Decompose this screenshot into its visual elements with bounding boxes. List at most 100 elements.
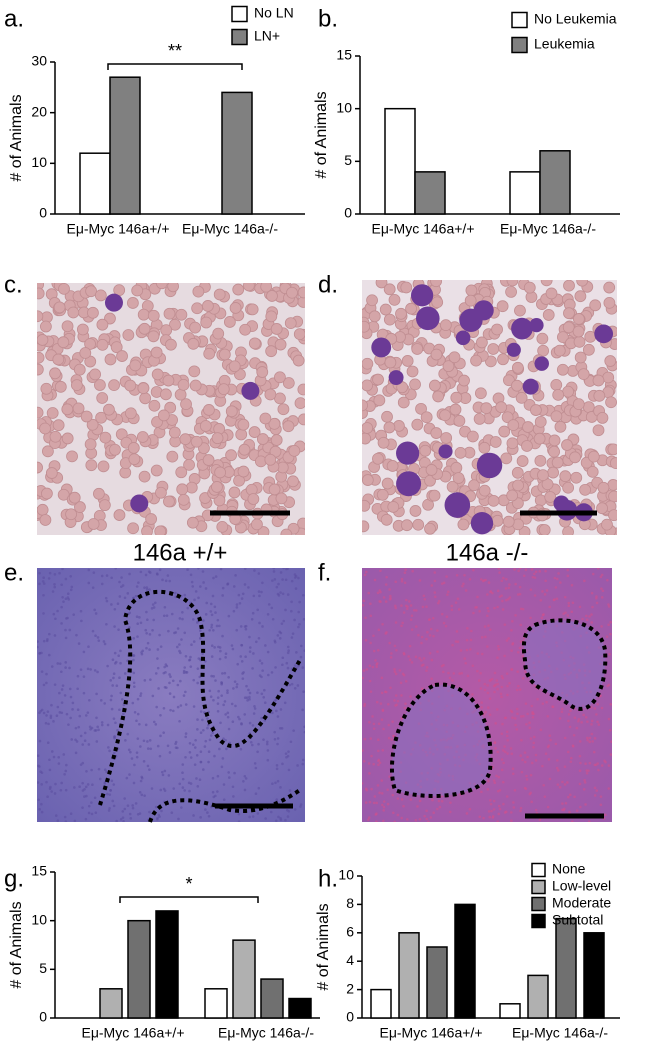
nucleus xyxy=(375,662,379,665)
red-cell xyxy=(49,367,61,380)
nucleus xyxy=(385,575,388,579)
nucleus xyxy=(276,634,280,637)
nucleus xyxy=(387,736,391,740)
nucleus xyxy=(282,619,286,623)
nucleus xyxy=(61,684,65,687)
nucleus xyxy=(119,818,123,821)
nucleus xyxy=(60,605,63,609)
nucleus xyxy=(286,568,289,571)
nucleus xyxy=(542,783,546,787)
bar xyxy=(99,988,123,1019)
red-cell xyxy=(409,505,422,517)
nucleus xyxy=(569,760,573,764)
nucleus xyxy=(571,601,575,605)
nucleus xyxy=(597,723,601,726)
nucleus xyxy=(468,577,472,581)
nucleus xyxy=(202,728,205,732)
nucleus xyxy=(425,666,429,669)
nucleus xyxy=(158,754,162,758)
legend-swatch xyxy=(231,5,248,23)
nucleus xyxy=(37,798,40,802)
nucleus xyxy=(555,577,559,581)
red-cell xyxy=(454,446,467,459)
red-cell xyxy=(61,432,74,445)
nucleus xyxy=(518,688,522,691)
legend-label: Moderate xyxy=(552,895,611,911)
nucleus xyxy=(60,622,63,625)
nucleus xyxy=(534,753,538,757)
nucleus xyxy=(291,632,295,635)
nucleus xyxy=(376,648,380,652)
nucleus xyxy=(382,805,386,809)
nucleus xyxy=(521,607,525,611)
nucleus xyxy=(297,610,301,614)
nucleus xyxy=(168,751,172,754)
nucleus xyxy=(167,629,170,633)
y-axis-label: # of Animals xyxy=(8,94,25,181)
nucleus xyxy=(117,654,120,658)
red-cell xyxy=(609,457,617,469)
nucleus xyxy=(599,575,603,579)
nucleus xyxy=(402,804,405,808)
nucleus xyxy=(56,819,60,822)
blast-cell xyxy=(388,370,404,386)
nucleus xyxy=(103,768,107,772)
nucleus xyxy=(244,627,248,631)
nucleus xyxy=(260,590,263,594)
nucleus xyxy=(530,800,533,804)
red-cell xyxy=(377,436,390,449)
nucleus xyxy=(496,682,500,686)
nucleus xyxy=(471,693,474,696)
nucleus xyxy=(551,705,555,709)
red-cell xyxy=(550,410,563,423)
nucleus xyxy=(376,591,380,595)
red-cell xyxy=(129,359,142,372)
nucleus xyxy=(414,655,418,659)
nucleus xyxy=(209,695,213,699)
nucleus xyxy=(64,661,68,664)
nucleus xyxy=(152,606,156,609)
nucleus xyxy=(242,780,245,783)
nucleus xyxy=(487,779,490,783)
red-cell xyxy=(268,483,281,496)
nucleus xyxy=(163,605,167,609)
nucleus xyxy=(566,750,570,754)
nucleus xyxy=(477,679,481,682)
red-cell xyxy=(104,353,117,366)
nucleus xyxy=(227,675,230,679)
nucleus xyxy=(58,662,62,665)
nucleus xyxy=(489,802,493,806)
nucleus xyxy=(519,809,522,813)
nucleus xyxy=(568,725,572,729)
blast-cell xyxy=(529,317,544,333)
nucleus xyxy=(555,766,559,770)
red-cell xyxy=(480,402,493,415)
nucleus xyxy=(548,734,552,737)
nucleus xyxy=(596,568,600,570)
nucleus xyxy=(489,628,492,632)
nucleus xyxy=(402,653,406,656)
y-tick-label: 10 xyxy=(336,99,352,115)
red-cell xyxy=(362,474,374,486)
nucleus xyxy=(198,637,202,640)
red-cell xyxy=(127,522,139,535)
nucleus xyxy=(442,581,446,585)
nucleus xyxy=(375,820,378,822)
nucleus xyxy=(283,701,287,705)
nucleus xyxy=(226,689,229,692)
nucleus xyxy=(87,743,91,746)
nucleus xyxy=(295,651,298,654)
nucleus xyxy=(513,568,516,571)
nucleus xyxy=(140,793,144,797)
red-cell xyxy=(607,443,617,456)
nucleus xyxy=(517,684,520,688)
nucleus xyxy=(366,818,370,822)
red-cell xyxy=(501,411,514,424)
nucleus xyxy=(135,751,139,754)
nucleus xyxy=(86,783,90,786)
nucleus xyxy=(468,807,472,811)
nucleus xyxy=(518,592,522,596)
nucleus xyxy=(256,608,259,612)
nucleus xyxy=(374,659,377,662)
nucleus xyxy=(273,578,277,581)
